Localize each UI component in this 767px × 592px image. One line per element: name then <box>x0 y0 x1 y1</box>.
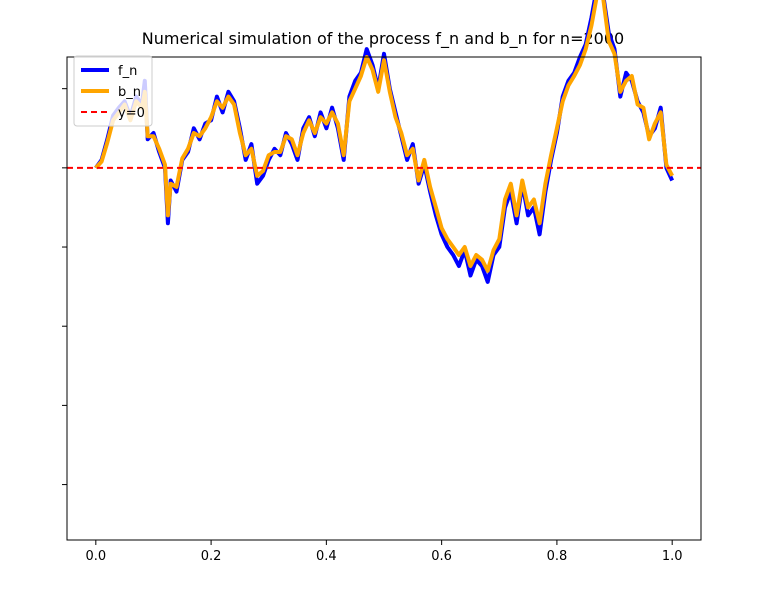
series-line-b_n <box>94 0 674 273</box>
legend-label-b_n: b_n <box>118 85 141 100</box>
x-tick-label: 0.0 <box>85 549 106 564</box>
x-tick-label: 0.8 <box>547 549 568 564</box>
x-tick-label: 0.4 <box>316 549 337 564</box>
axes-frame <box>66 56 702 541</box>
chart-title: Numerical simulation of the process f_n … <box>142 29 624 49</box>
x-tick-label: 0.2 <box>201 549 222 564</box>
x-tick-label: 0.6 <box>431 549 452 564</box>
x-axis: 0.0 0.2 0.4 0.6 0.8 1.0 <box>85 540 683 564</box>
x-tick-label: 1.0 <box>662 549 683 564</box>
plot-area <box>66 0 702 541</box>
legend-label-f_n: f_n <box>118 64 137 79</box>
legend-frame <box>73 55 153 127</box>
legend: f_n b_n y=0 <box>73 55 153 127</box>
legend-label-y0: y=0 <box>118 106 145 121</box>
y-axis <box>62 88 67 486</box>
